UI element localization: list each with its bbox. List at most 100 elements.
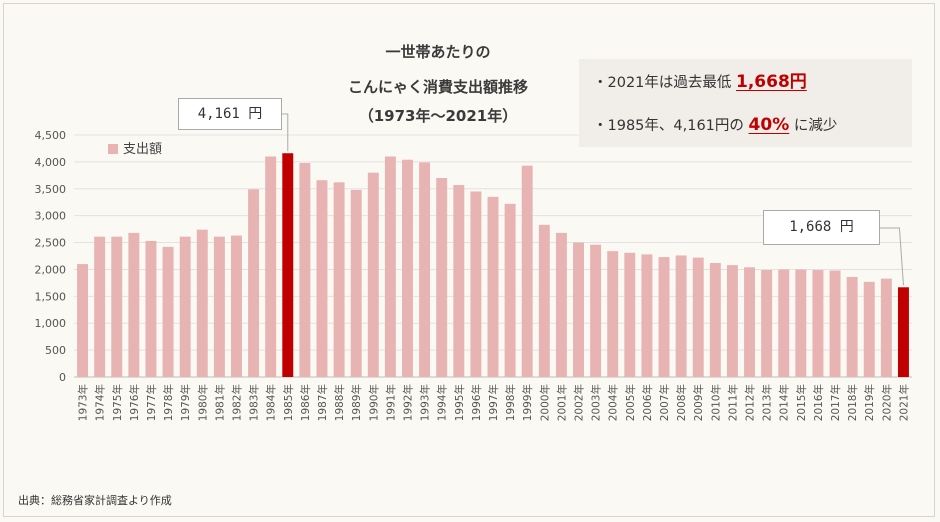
x-tick-label: 1981年	[213, 384, 226, 421]
x-tick-label: 2002年	[573, 384, 586, 421]
y-tick-label: 3,000	[35, 210, 67, 223]
bar-1982年	[230, 235, 242, 377]
x-tick-label: 1983年	[248, 384, 261, 421]
bars	[77, 153, 909, 377]
legend-swatch	[108, 144, 118, 154]
x-tick-label: 1991年	[384, 384, 397, 421]
source-note: 出典：総務省家計調査より作成	[18, 494, 172, 507]
x-tick-label: 2015年	[795, 384, 808, 421]
x-tick-label: 1982年	[230, 384, 243, 421]
x-tick-label: 2019年	[863, 384, 876, 421]
x-tick-label: 1997年	[487, 384, 500, 421]
bar-1985年	[282, 153, 294, 377]
x-tick-label: 2012年	[744, 384, 757, 421]
y-tick-label: 1,500	[35, 290, 67, 303]
chart-frame	[3, 3, 935, 517]
bar-2014年	[778, 269, 790, 377]
x-tick-label: 2020年	[880, 384, 893, 421]
x-tick-label: 2000年	[538, 384, 551, 421]
bar-2008年	[675, 255, 687, 377]
bar-1990年	[367, 172, 379, 377]
bar-1988年	[333, 182, 345, 377]
x-tick-label: 1986年	[299, 384, 312, 421]
bar-2011年	[726, 265, 738, 377]
chart-title-line-2: こんにゃく消費支出額推移	[348, 78, 528, 96]
info-line-2: ・1985年、4,161円の 40% に減少	[593, 114, 837, 135]
bar-2020年	[880, 278, 892, 377]
info-line-2-text: ・1985年、4,161円の	[593, 118, 749, 134]
bar-2001年	[555, 232, 567, 377]
x-tick-label: 1978年	[162, 384, 175, 421]
bar-1989年	[350, 189, 362, 377]
chart-title: 一世帯あたりの こんにゃく消費支出額推移 （1973年～2021年）	[348, 43, 528, 125]
x-tick-label: 2017年	[829, 384, 842, 421]
y-axis: 0 500 1,000 1,500 2,000 2,500 3,000 3,500 4,000 4…	[35, 129, 67, 384]
y-tick-label: 3,500	[35, 183, 67, 196]
x-tick-label: 2001年	[555, 384, 568, 421]
bar-2009年	[692, 257, 704, 377]
x-tick-label: 2007年	[658, 384, 671, 421]
bar-1981年	[213, 236, 225, 377]
legend: 支出額	[108, 142, 162, 157]
bar-1978年	[162, 246, 174, 377]
bar-2016年	[812, 269, 824, 377]
bar-1973年	[77, 264, 89, 377]
y-tick-label: 0	[59, 371, 66, 384]
x-tick-label: 2011年	[726, 384, 739, 421]
bar-1986年	[299, 162, 311, 377]
chart-title-line-3: （1973年～2021年）	[359, 107, 518, 125]
bar-1980年	[196, 229, 208, 377]
y-tick-label: 4,000	[35, 156, 67, 169]
bar-2010年	[709, 262, 721, 377]
bar-2015年	[795, 269, 807, 377]
bar-1998年	[504, 203, 516, 377]
x-tick-label: 2009年	[692, 384, 705, 421]
chart-title-line-1: 一世帯あたりの	[385, 43, 490, 61]
x-axis: 1973年 1974年 1975年 1976年 1977年 1978年 1979年 1980年…	[77, 384, 911, 421]
x-tick-label: 1994年	[436, 384, 449, 421]
y-tick-label: 2,000	[35, 263, 67, 276]
bar-2017年	[829, 270, 841, 377]
bar-1996年	[470, 191, 482, 377]
x-tick-label: 1992年	[401, 384, 414, 421]
bar-2018年	[846, 276, 858, 377]
bar-2004年	[607, 251, 619, 377]
x-tick-label: 2021年	[897, 384, 910, 421]
bar-2000年	[538, 224, 550, 377]
bar-1987年	[316, 180, 328, 377]
x-tick-label: 2003年	[590, 384, 603, 421]
leader-2021	[880, 227, 904, 286]
bar-1994年	[436, 178, 448, 377]
bar-1997年	[487, 196, 499, 377]
y-tick-label: 4,500	[35, 129, 67, 142]
bar-1976年	[128, 232, 140, 377]
bar-1974年	[94, 236, 106, 377]
bar-1993年	[419, 162, 431, 377]
bar-2003年	[590, 244, 602, 377]
x-tick-label: 1980年	[196, 384, 209, 421]
info-line-1-text: ・2021年は過去最低	[593, 75, 737, 91]
bar-1992年	[402, 159, 413, 377]
x-tick-label: 1989年	[350, 384, 363, 421]
leader-1985	[282, 113, 289, 152]
x-tick-label: 1988年	[333, 384, 346, 421]
y-tick-label: 1,000	[35, 317, 67, 330]
x-tick-label: 1979年	[179, 384, 192, 421]
bar-1983年	[248, 189, 260, 377]
x-tick-label: 1977年	[145, 384, 158, 421]
x-tick-label: 1996年	[470, 384, 483, 421]
info-line-2-value: 40%	[748, 115, 790, 135]
callout-leaders	[282, 113, 904, 286]
x-tick-label: 2006年	[641, 384, 654, 421]
x-tick-label: 2014年	[778, 384, 791, 421]
info-line-2-suffix: に減少	[789, 118, 838, 134]
x-tick-label: 2013年	[761, 384, 774, 421]
info-box: ・2021年は過去最低 1,668円 ・1985年、4,161円の 40% に減…	[579, 59, 912, 147]
x-tick-label: 1987年	[316, 384, 329, 421]
x-tick-label: 1993年	[419, 384, 432, 421]
x-tick-label: 2016年	[812, 384, 825, 421]
x-tick-label: 1974年	[94, 384, 107, 421]
x-tick-label: 1975年	[111, 384, 124, 421]
x-tick-label: 2005年	[624, 384, 637, 421]
bar-1979年	[179, 236, 191, 377]
